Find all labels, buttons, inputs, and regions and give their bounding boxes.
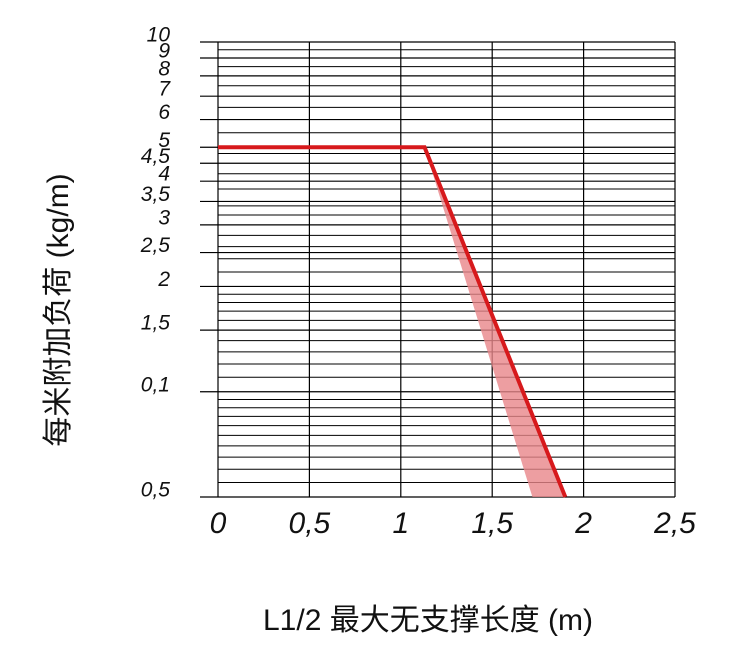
y-tick-label: 4 (158, 163, 170, 186)
y-tick-label: 9 (158, 40, 170, 63)
y-tick-label: 3,5 (141, 183, 171, 206)
y-tick-label: 2 (157, 268, 170, 291)
y-tick-label: 5 (158, 129, 170, 152)
x-tick-label: 1,5 (471, 507, 513, 540)
line (218, 145, 568, 498)
y-tick-label: 10 (147, 24, 171, 47)
y-tick-label: 6 (158, 101, 170, 124)
y-axis-label: 每米附加负荷 (kg/m) (42, 173, 75, 446)
y-tick-label: 1,5 (141, 312, 171, 335)
y-tick-label: 7 (158, 78, 171, 101)
y-tick-label: 4,5 (141, 145, 171, 168)
x-tick-label: 2 (574, 507, 592, 540)
x-tick-label: 0 (210, 507, 227, 540)
y-tick-label: 2,5 (140, 234, 171, 257)
y-tick-label: 0,5 (141, 479, 171, 502)
x-tick-label: 0,5 (289, 507, 331, 540)
y-tick-label: 0,1 (141, 373, 170, 396)
x-tick-label: 2,5 (653, 507, 696, 540)
x-tick-label: 1 (392, 507, 409, 540)
x-axis-label: L1/2 最大无支撑长度 (m) (263, 604, 593, 637)
y-tick-label: 3 (158, 206, 170, 229)
y-tick-label: 8 (158, 57, 170, 80)
